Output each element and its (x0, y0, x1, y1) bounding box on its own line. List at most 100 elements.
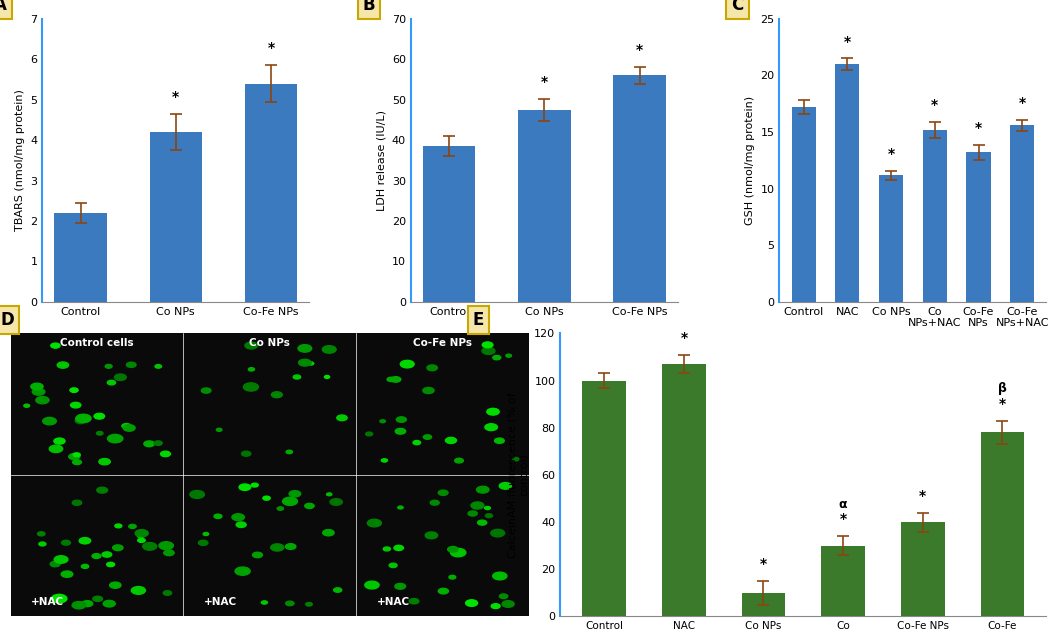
Bar (792, 107, 816, 302)
Ellipse shape (506, 354, 512, 357)
Ellipse shape (263, 496, 271, 500)
Ellipse shape (163, 591, 171, 595)
Ellipse shape (103, 552, 112, 557)
Ellipse shape (322, 530, 334, 536)
Ellipse shape (199, 540, 208, 545)
Ellipse shape (73, 460, 81, 465)
Y-axis label: GSH (nmol/mg protein): GSH (nmol/mg protein) (745, 96, 755, 225)
Ellipse shape (57, 362, 69, 368)
Ellipse shape (293, 375, 300, 379)
Ellipse shape (252, 483, 258, 487)
Bar (821, 545, 865, 616)
Ellipse shape (50, 445, 62, 452)
Ellipse shape (104, 601, 115, 607)
Ellipse shape (108, 381, 115, 385)
Ellipse shape (106, 364, 112, 368)
Text: Co-Fe NPs: Co-Fe NPs (412, 338, 471, 348)
Ellipse shape (42, 418, 56, 425)
Ellipse shape (277, 507, 283, 510)
Ellipse shape (430, 500, 440, 505)
Ellipse shape (423, 387, 434, 394)
Text: *: * (1019, 96, 1026, 109)
Bar (981, 433, 1024, 616)
Ellipse shape (285, 601, 294, 606)
Ellipse shape (333, 501, 338, 504)
Ellipse shape (72, 500, 81, 505)
Text: *: * (839, 512, 847, 526)
Ellipse shape (289, 491, 300, 497)
Ellipse shape (137, 538, 145, 542)
Ellipse shape (107, 562, 114, 567)
Ellipse shape (122, 423, 131, 428)
Bar (742, 593, 785, 616)
Ellipse shape (253, 552, 262, 558)
Text: *: * (888, 147, 894, 160)
Ellipse shape (231, 514, 244, 521)
Ellipse shape (236, 522, 246, 528)
Ellipse shape (127, 362, 136, 367)
Bar (518, 110, 571, 302)
Text: *: * (975, 121, 982, 135)
Ellipse shape (282, 498, 297, 506)
Ellipse shape (97, 487, 108, 493)
Text: *: * (541, 75, 548, 89)
Ellipse shape (395, 583, 406, 589)
Ellipse shape (110, 582, 120, 588)
Ellipse shape (499, 482, 512, 489)
Ellipse shape (493, 355, 501, 360)
Bar (11, 333, 183, 475)
Ellipse shape (243, 383, 258, 391)
Ellipse shape (159, 542, 173, 550)
Ellipse shape (379, 420, 386, 423)
Ellipse shape (202, 388, 211, 393)
Text: Co NPs: Co NPs (249, 338, 290, 348)
Bar (183, 475, 356, 616)
Ellipse shape (409, 599, 419, 604)
Ellipse shape (31, 383, 43, 390)
Bar (150, 132, 202, 302)
Ellipse shape (425, 532, 438, 539)
Bar (356, 475, 528, 616)
Ellipse shape (499, 594, 507, 599)
Ellipse shape (337, 415, 347, 421)
Text: *: * (760, 557, 767, 571)
Ellipse shape (485, 424, 498, 431)
Ellipse shape (477, 486, 489, 493)
Text: *: * (931, 98, 939, 112)
Ellipse shape (217, 428, 222, 431)
Bar (11, 475, 183, 616)
Bar (423, 146, 476, 302)
Bar (1010, 125, 1035, 302)
Ellipse shape (450, 548, 466, 557)
Ellipse shape (70, 388, 78, 392)
Ellipse shape (54, 555, 68, 563)
Ellipse shape (214, 514, 222, 518)
Ellipse shape (487, 408, 499, 415)
Ellipse shape (190, 491, 204, 498)
Ellipse shape (79, 538, 91, 544)
Ellipse shape (72, 601, 86, 609)
Ellipse shape (286, 450, 293, 454)
Text: A: A (0, 0, 7, 14)
Text: C: C (731, 0, 743, 14)
Text: *: * (636, 43, 643, 57)
Text: D: D (0, 311, 14, 329)
Ellipse shape (424, 435, 431, 439)
Ellipse shape (113, 545, 123, 550)
Bar (923, 130, 947, 302)
Ellipse shape (387, 377, 395, 382)
Ellipse shape (484, 506, 490, 509)
Ellipse shape (235, 567, 251, 576)
Ellipse shape (324, 376, 330, 379)
Ellipse shape (305, 603, 312, 606)
Text: *: * (999, 397, 1006, 411)
Ellipse shape (248, 368, 255, 371)
Text: +NAC: +NAC (376, 596, 410, 606)
Ellipse shape (445, 437, 457, 443)
Ellipse shape (36, 396, 49, 404)
Bar (54, 213, 107, 302)
Ellipse shape (495, 438, 504, 443)
Ellipse shape (365, 581, 379, 589)
Ellipse shape (144, 441, 154, 447)
Ellipse shape (485, 514, 493, 518)
